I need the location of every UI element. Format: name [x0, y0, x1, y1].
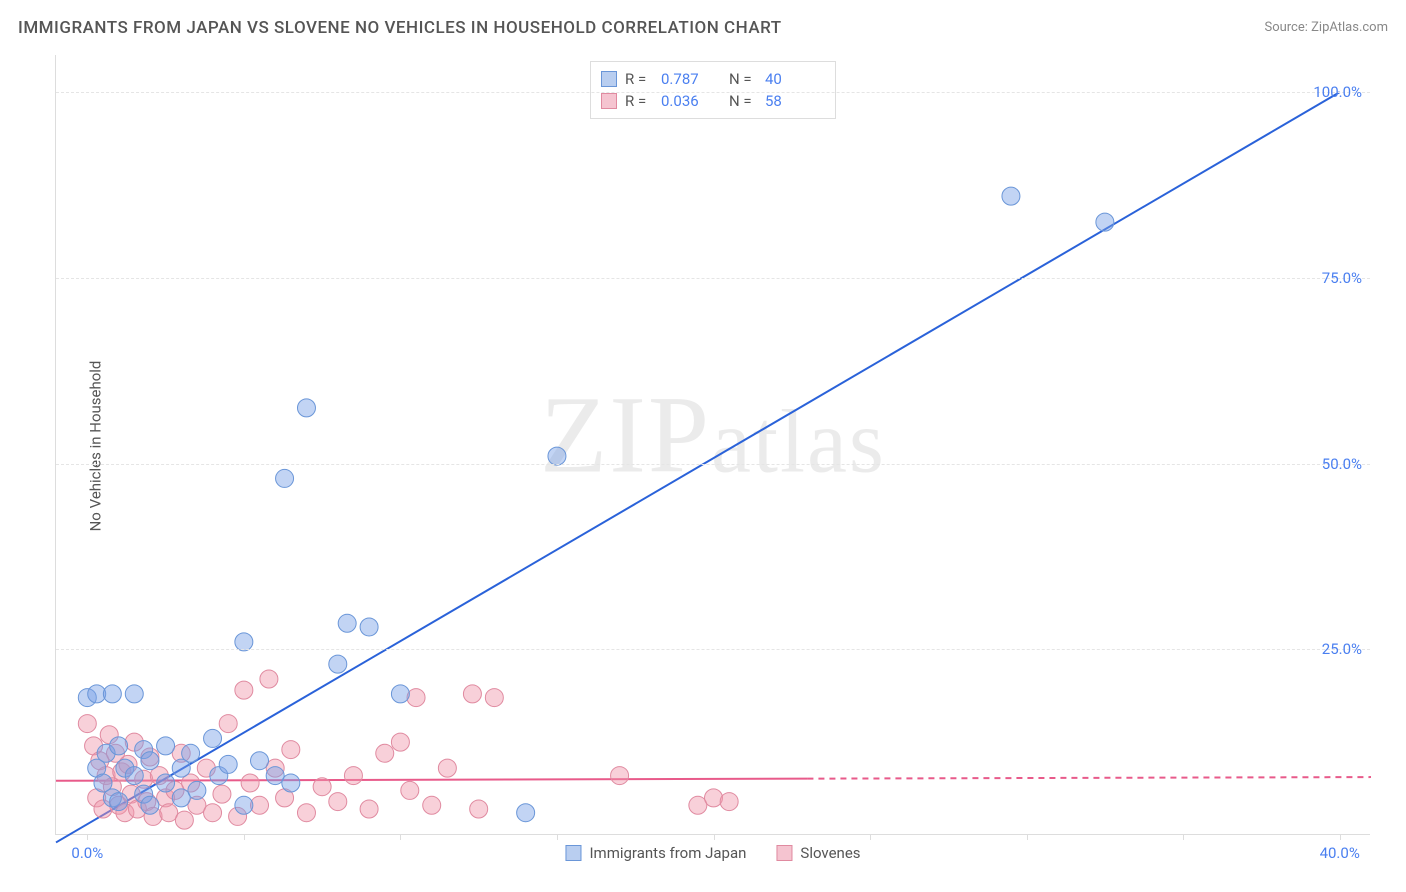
- x-tick: [714, 834, 715, 840]
- legend-label-japan: Immigrants from Japan: [589, 844, 746, 862]
- chart-svg: [56, 55, 1370, 834]
- gridline-h: [56, 278, 1370, 279]
- x-tick: [87, 834, 88, 840]
- x-tick: [557, 834, 558, 840]
- x-tick: [1183, 834, 1184, 840]
- x-tick: [1340, 834, 1341, 840]
- legend-item-japan: Immigrants from Japan: [565, 844, 746, 862]
- gridline-h: [56, 649, 1370, 650]
- y-tick-label: 75.0%: [1322, 269, 1362, 287]
- legend-item-slovene: Slovenes: [776, 844, 860, 862]
- y-tick-label: 25.0%: [1322, 640, 1362, 658]
- gridline-h: [56, 92, 1370, 93]
- x-tick-label: 0.0%: [71, 844, 103, 862]
- plot-area: ZIPatlas R = 0.787 N = 40 R = 0.036 N = …: [55, 55, 1370, 835]
- x-tick: [244, 834, 245, 840]
- gridline-h: [56, 464, 1370, 465]
- x-tick-label: 40.0%: [1320, 844, 1360, 862]
- x-tick: [400, 834, 401, 840]
- x-tick: [1027, 834, 1028, 840]
- swatch-slovene-icon: [776, 845, 792, 861]
- y-tick-label: 50.0%: [1322, 455, 1362, 473]
- chart-source: Source: ZipAtlas.com: [1264, 20, 1388, 35]
- legend-series: Immigrants from Japan Slovenes: [565, 844, 860, 862]
- legend-label-slovene: Slovenes: [800, 844, 860, 862]
- chart-title: IMMIGRANTS FROM JAPAN VS SLOVENE NO VEHI…: [18, 18, 782, 38]
- swatch-japan-icon: [565, 845, 581, 861]
- y-tick-label: 100.0%: [1313, 83, 1362, 101]
- x-tick: [870, 834, 871, 840]
